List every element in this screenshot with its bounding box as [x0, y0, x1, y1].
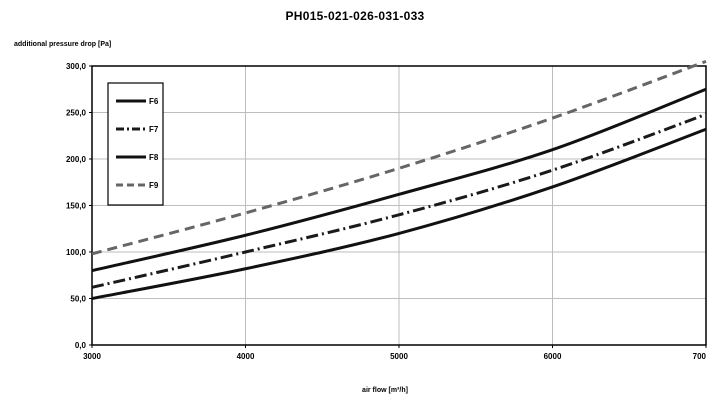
x-tick-label: 700	[693, 352, 707, 361]
series-line-f9	[91, 59, 707, 256]
y-tick-label: 250,0	[66, 109, 87, 118]
legend-label-f6: F6	[149, 97, 159, 106]
y-tick-label: 0,0	[75, 341, 87, 350]
series-line-f8	[91, 87, 707, 273]
chart-title: PH015-021-026-031-033	[285, 9, 425, 23]
grid-lines	[91, 65, 707, 346]
legend-label-f8: F8	[149, 153, 159, 162]
y-tick-label: 200,0	[66, 155, 87, 164]
x-tick-label: 6000	[544, 352, 562, 361]
series-line-f6	[91, 127, 707, 300]
legend-label-f9: F9	[149, 181, 159, 190]
legend: F6 F7 F8 F9	[107, 82, 164, 206]
y-tick-label: 150,0	[66, 202, 87, 211]
legend-label-f7: F7	[149, 125, 159, 134]
y-axis-title: additional pressure drop [Pa]	[14, 41, 111, 48]
y-tick-label: 100,0	[66, 248, 87, 257]
x-tick-label: 4000	[237, 352, 255, 361]
legend-box	[107, 82, 164, 206]
x-tick-label: 3000	[83, 352, 101, 361]
x-axis-title: air flow [m³/h]	[362, 387, 408, 394]
axis-ticks: 0,0 50,0 100,0 150,0 200,0 250,0 300,0 3000 4000…	[66, 62, 707, 361]
series-lines	[91, 59, 707, 300]
x-tick-label: 5000	[390, 352, 408, 361]
y-tick-label: 300,0	[66, 62, 87, 71]
series-line-f7	[91, 112, 707, 289]
y-tick-label: 50,0	[70, 295, 86, 304]
